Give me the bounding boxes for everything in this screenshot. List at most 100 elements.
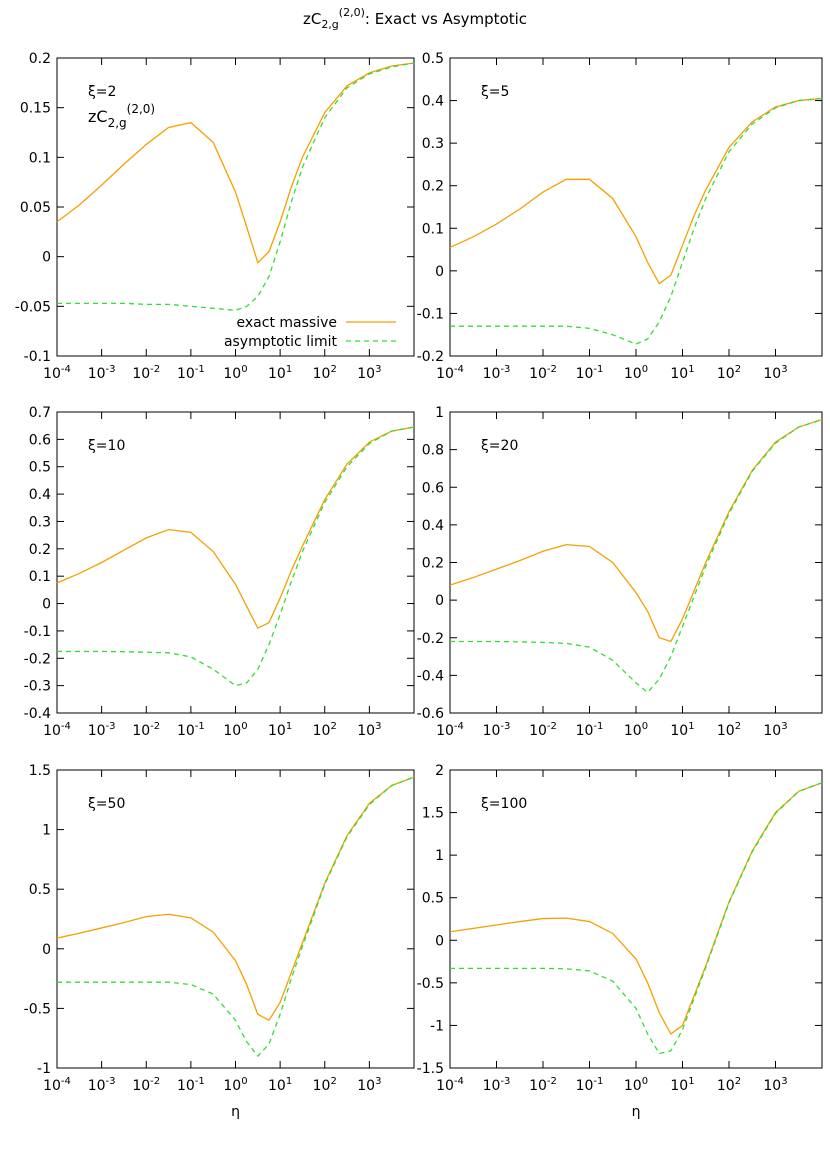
x-tick-label: 10-3 bbox=[483, 721, 511, 739]
x-tick-label-part: 10 bbox=[177, 1078, 195, 1094]
x-tick-label-part: 10 bbox=[88, 366, 106, 382]
x-tick-label-part: 10 bbox=[132, 366, 150, 382]
x-tick-label: 103 bbox=[357, 364, 381, 382]
x-tick-label-part: 0 bbox=[642, 721, 648, 732]
x-tick-label-part: -2 bbox=[150, 721, 160, 732]
y-tick-label: 0.2 bbox=[29, 542, 51, 558]
x-tick-label: 10-1 bbox=[177, 721, 205, 739]
x-tick-label-part: 10 bbox=[624, 723, 642, 739]
x-tick-label-part: 10 bbox=[763, 1078, 781, 1094]
x-tick-label: 10-2 bbox=[132, 1076, 160, 1094]
y-tick-label: 0 bbox=[435, 933, 444, 949]
x-tick-label-part: 10 bbox=[313, 1078, 331, 1094]
x-tick-label-part: 10 bbox=[223, 723, 241, 739]
y-tick-label: 0.3 bbox=[422, 136, 444, 152]
y-tick-label: 0.4 bbox=[422, 94, 444, 110]
x-tick-label: 10-1 bbox=[177, 1076, 205, 1094]
x-tick-label-part: 10 bbox=[357, 723, 375, 739]
x-tick-label-part: 1 bbox=[286, 1076, 292, 1087]
x-axis-label: η bbox=[632, 1104, 641, 1120]
y-tick-label: -0.4 bbox=[417, 668, 444, 684]
x-tick-label-part: 1 bbox=[688, 364, 694, 375]
y-tick-label: 0.4 bbox=[422, 518, 444, 534]
x-tick-label-part: -4 bbox=[61, 1076, 71, 1087]
y-tick-label: 0.6 bbox=[422, 480, 444, 496]
x-tick-label-part: 10 bbox=[132, 1078, 150, 1094]
x-tick-label: 10-2 bbox=[529, 1076, 557, 1094]
y-tick-label: 0.1 bbox=[29, 150, 51, 166]
x-tick-label-part: 0 bbox=[241, 1076, 247, 1087]
x-tick-label: 101 bbox=[268, 1076, 292, 1094]
panel-annotation: ξ=50 bbox=[88, 796, 125, 812]
series-line bbox=[450, 97, 823, 345]
y-tick-label: 0.2 bbox=[422, 179, 444, 195]
series-line bbox=[56, 776, 415, 1022]
figure-title-part: zC bbox=[303, 10, 321, 28]
y-tick-label: 0.05 bbox=[20, 200, 51, 216]
legend-label: asymptotic limit bbox=[224, 334, 338, 350]
x-tick-label: 101 bbox=[268, 721, 292, 739]
y-tick-label: -0.2 bbox=[417, 349, 444, 365]
x-tick-label-part: 10 bbox=[132, 723, 150, 739]
y-tick-label: -0.05 bbox=[15, 299, 51, 315]
x-tick-label-part: -4 bbox=[454, 721, 464, 732]
x-tick-label-part: 2 bbox=[735, 364, 741, 375]
y-tick-label: -1 bbox=[430, 1018, 444, 1034]
y-tick-label: -0.2 bbox=[24, 651, 51, 667]
y-tick-label: 0.2 bbox=[29, 51, 51, 67]
x-tick-label-part: 3 bbox=[781, 364, 787, 375]
x-tick-label-part: 10 bbox=[436, 723, 454, 739]
plot-frame bbox=[56, 769, 415, 1069]
x-tick-label-part: 10 bbox=[717, 723, 735, 739]
x-tick-label: 103 bbox=[357, 721, 381, 739]
x-tick-label-part: 10 bbox=[529, 723, 547, 739]
x-tick-label-part: 10 bbox=[43, 723, 61, 739]
x-tick-label-part: -1 bbox=[195, 721, 205, 732]
x-tick-label-part: 10 bbox=[624, 1078, 642, 1094]
figure-title-part: (2,0) bbox=[339, 6, 365, 19]
y-tick-label: 0.4 bbox=[29, 487, 51, 503]
x-tick-label-part: 10 bbox=[88, 723, 106, 739]
x-tick-label-part: -1 bbox=[593, 721, 603, 732]
x-tick-label-part: 10 bbox=[88, 1078, 106, 1094]
x-tick-label-part: 10 bbox=[43, 366, 61, 382]
x-tick-label: 101 bbox=[670, 1076, 694, 1094]
y-tick-label: 0.8 bbox=[422, 443, 444, 459]
x-tick-label-part: -1 bbox=[593, 1076, 603, 1087]
formula-label: zC2,g(2,0) bbox=[88, 102, 155, 130]
panel-annotation: ξ=100 bbox=[481, 796, 527, 812]
y-tick-label: -0.4 bbox=[24, 706, 51, 722]
x-tick-label-part: 10 bbox=[436, 1078, 454, 1094]
series-line bbox=[57, 426, 415, 687]
x-tick-label-part: 0 bbox=[241, 364, 247, 375]
y-tick-label: -0.6 bbox=[417, 706, 444, 722]
formula-label-part: (2,0) bbox=[127, 102, 155, 116]
y-tick-label: 1 bbox=[435, 848, 444, 864]
x-tick-label-part: 1 bbox=[688, 1076, 694, 1087]
x-tick-label-part: 10 bbox=[313, 723, 331, 739]
x-tick-label-part: -3 bbox=[106, 721, 116, 732]
x-tick-label: 100 bbox=[624, 1076, 648, 1094]
x-tick-label-part: 10 bbox=[268, 723, 286, 739]
y-tick-label: 0.7 bbox=[29, 405, 51, 421]
x-tick-label: 100 bbox=[223, 721, 247, 739]
x-tick-label-part: -4 bbox=[454, 1076, 464, 1087]
x-tick-label-part: 10 bbox=[529, 1078, 547, 1094]
x-tick-label-part: 10 bbox=[223, 1078, 241, 1094]
x-tick-label-part: 10 bbox=[529, 366, 547, 382]
x-tick-label-part: 10 bbox=[268, 1078, 286, 1094]
plot-frame bbox=[449, 57, 823, 357]
y-tick-label: 1 bbox=[42, 823, 51, 839]
x-tick-label: 102 bbox=[313, 364, 337, 382]
y-tick-label: 2 bbox=[435, 763, 444, 779]
x-tick-label: 10-4 bbox=[436, 1076, 464, 1094]
formula-label-part: zC bbox=[88, 107, 108, 126]
x-tick-label-part: 10 bbox=[357, 1078, 375, 1094]
x-tick-label: 10-4 bbox=[436, 721, 464, 739]
x-tick-label-part: -4 bbox=[454, 364, 464, 375]
y-tick-label: 1 bbox=[435, 405, 444, 421]
figure-title-part: 2,g bbox=[321, 18, 338, 31]
x-tick-label-part: -4 bbox=[61, 364, 71, 375]
y-tick-label: -1.5 bbox=[417, 1061, 444, 1077]
